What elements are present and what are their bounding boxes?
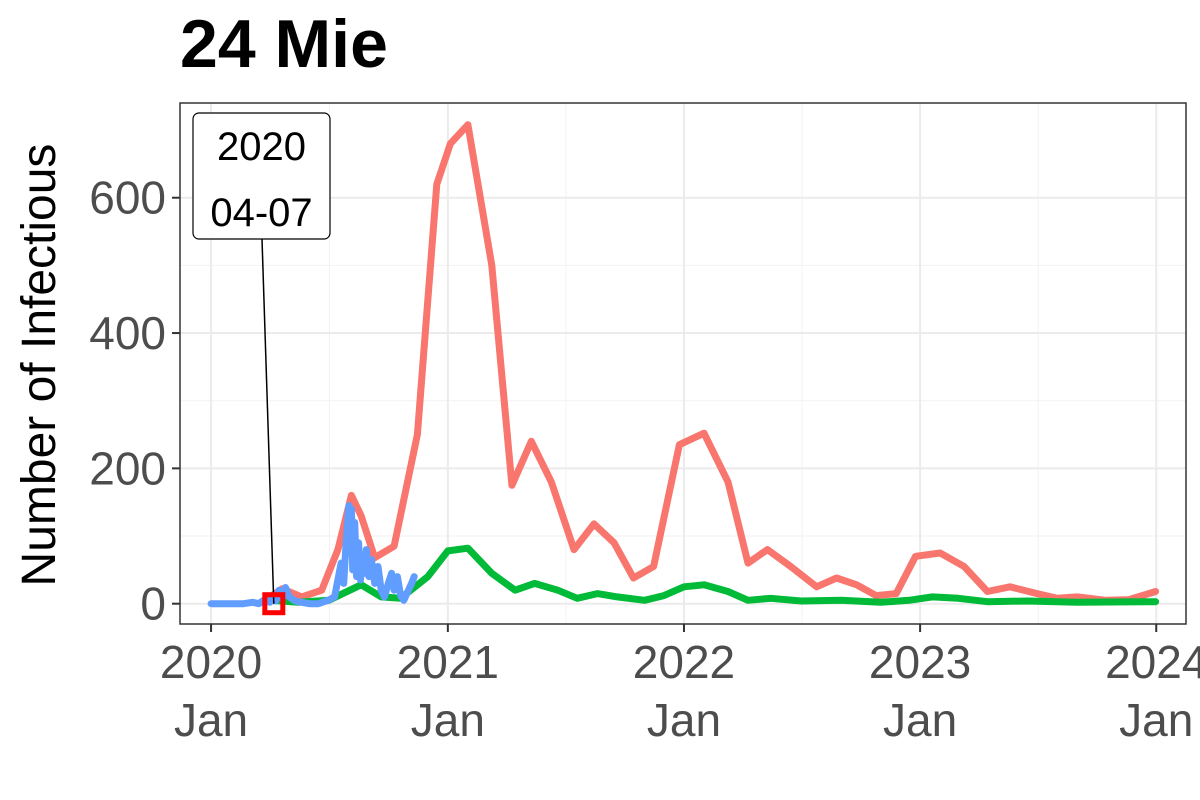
x-tick-label-year: 2022 bbox=[633, 636, 735, 688]
series-line-0 bbox=[266, 121, 1160, 604]
annotation-box bbox=[192, 112, 331, 240]
annotation-line-1: 2020 bbox=[217, 125, 306, 169]
x-tick-label-year: 2020 bbox=[160, 636, 262, 688]
y-tick-label: 200 bbox=[89, 442, 166, 494]
x-tick-label-month: Jan bbox=[174, 694, 248, 746]
y-tick-label: 400 bbox=[89, 307, 166, 359]
annotation-marker bbox=[262, 592, 286, 616]
x-tick-label-month: Jan bbox=[647, 694, 721, 746]
annotation-line-2: 04-07 bbox=[210, 191, 312, 235]
series-line-2 bbox=[207, 502, 418, 608]
x-tick-label-month: Jan bbox=[1119, 694, 1193, 746]
grid-lines bbox=[180, 103, 1186, 624]
annotations: 2020 04-07 bbox=[192, 112, 331, 616]
axes: 2020 Jan 2021 Jan 2022 Jan 2023 Jan 2024 Jan 0 200 4… bbox=[89, 172, 1200, 746]
y-tick-label: 600 bbox=[89, 172, 166, 224]
x-tick-label-month: Jan bbox=[411, 694, 485, 746]
x-tick-label-month: Jan bbox=[883, 694, 957, 746]
chart-title: 24 Mie bbox=[180, 6, 388, 82]
y-tick-label: 0 bbox=[140, 578, 166, 630]
x-tick-label-year: 2023 bbox=[869, 636, 971, 688]
x-tick-label-year: 2021 bbox=[397, 636, 499, 688]
x-tick-label-year: 2024 bbox=[1105, 636, 1200, 688]
annotation-leader bbox=[261, 238, 275, 604]
y-axis-title: Number of Infectious bbox=[13, 144, 66, 587]
series-lines bbox=[207, 121, 1160, 608]
